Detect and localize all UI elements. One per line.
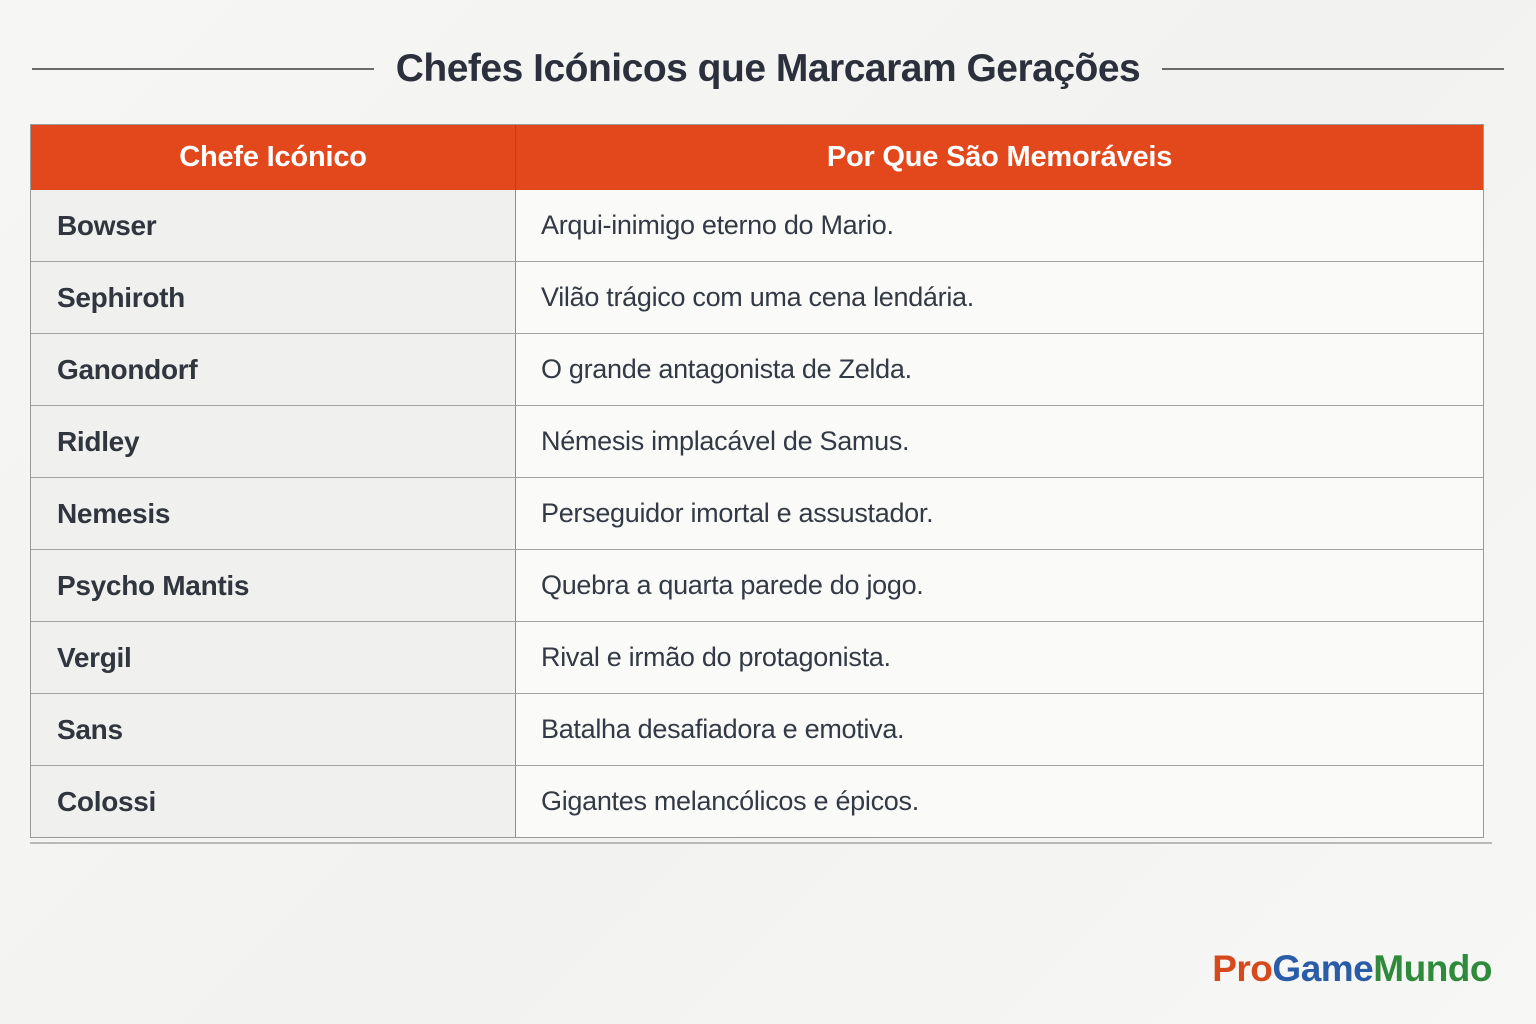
title-rule-left: [32, 68, 374, 70]
table-row: Colossi Gigantes melancólicos e épicos.: [31, 765, 1483, 837]
table-row: Nemesis Perseguidor imortal e assustador.: [31, 477, 1483, 549]
table-underline: [30, 842, 1492, 844]
column-header-boss: Chefe Icónico: [31, 125, 516, 190]
table-row: Bowser Arqui-inimigo eterno do Mario.: [31, 190, 1483, 261]
boss-reason: Batalha desafiadora e emotiva.: [516, 694, 1483, 765]
boss-reason: Perseguidor imortal e assustador.: [516, 478, 1483, 549]
boss-name: Colossi: [31, 766, 516, 837]
boss-name: Ridley: [31, 406, 516, 477]
table-row: Ridley Némesis implacável de Samus.: [31, 405, 1483, 477]
boss-name: Nemesis: [31, 478, 516, 549]
boss-reason: Arqui-inimigo eterno do Mario.: [516, 190, 1483, 261]
page-title: Chefes Icónicos que Marcaram Gerações: [395, 47, 1141, 90]
boss-name: Sephiroth: [31, 262, 516, 333]
table-row: Sans Batalha desafiadora e emotiva.: [31, 693, 1483, 765]
table-body: Bowser Arqui-inimigo eterno do Mario. Seph…: [31, 190, 1483, 837]
table-header: Chefe Icónico Por Que São Memoráveis: [31, 125, 1483, 190]
bosses-table: Chefe Icónico Por Que São Memoráveis Bow…: [30, 124, 1484, 838]
table-row: Vergil Rival e irmão do protagonista.: [31, 621, 1483, 693]
table-row: Sephiroth Vilão trágico com uma cena lend…: [31, 261, 1483, 333]
boss-reason: Gigantes melancólicos e épicos.: [516, 766, 1483, 837]
title-row: Chefes Icónicos que Marcaram Gerações: [32, 0, 1504, 91]
column-header-reason: Por Que São Memoráveis: [516, 125, 1483, 190]
brand-mundo: Mundo: [1373, 948, 1492, 989]
boss-name: Vergil: [31, 622, 516, 693]
brand-logo: ProGameMundo: [1212, 948, 1492, 990]
table-row: Ganondorf O grande antagonista de Zelda.: [31, 333, 1483, 405]
boss-name: Psycho Mantis: [31, 550, 516, 621]
boss-reason: Némesis implacável de Samus.: [516, 406, 1483, 477]
boss-name: Ganondorf: [31, 334, 516, 405]
boss-name: Bowser: [31, 190, 516, 261]
boss-reason: Rival e irmão do protagonista.: [516, 622, 1483, 693]
boss-reason: Vilão trágico com uma cena lendária.: [516, 262, 1483, 333]
boss-reason: Quebra a quarta parede do jogo.: [516, 550, 1483, 621]
boss-reason: O grande antagonista de Zelda.: [516, 334, 1483, 405]
brand-pro: Pro: [1212, 948, 1273, 989]
table-row: Psycho Mantis Quebra a quarta parede do j…: [31, 549, 1483, 621]
title-rule-right: [1162, 68, 1504, 70]
brand-game: Game: [1272, 948, 1374, 989]
boss-name: Sans: [31, 694, 516, 765]
